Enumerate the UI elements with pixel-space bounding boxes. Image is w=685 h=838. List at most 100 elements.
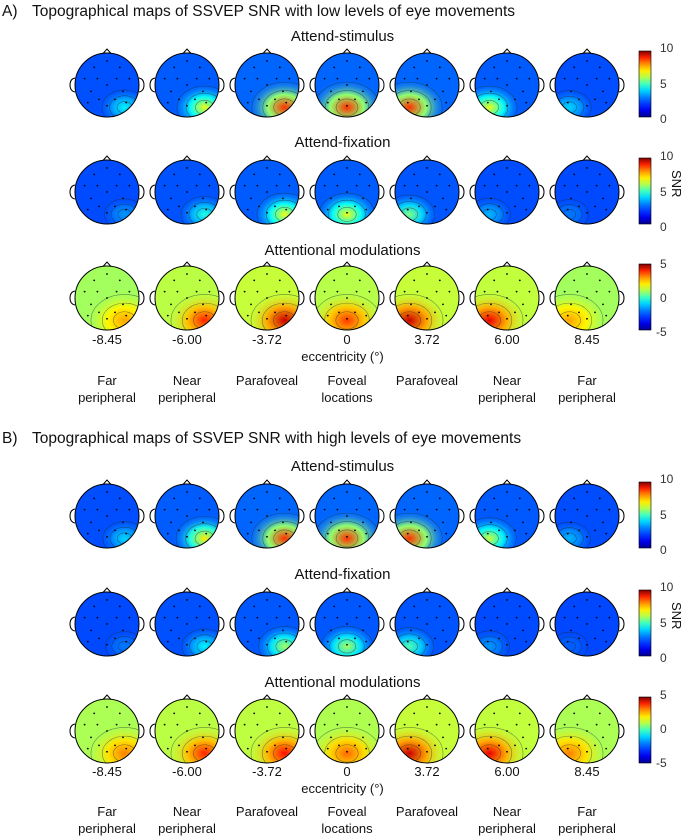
cb-a1-tick-max: 10 — [660, 41, 674, 55]
loc-b-3: Foveal locations — [321, 804, 373, 836]
topomap-p1-r1-c2 — [229, 587, 305, 657]
topomap-p1-r0-c1 — [149, 479, 225, 549]
loc-b-0: Far peripheral — [78, 804, 136, 836]
topomap-p1-r2-c2 — [229, 694, 305, 764]
cb-b3-tick-mid: 0 — [660, 722, 667, 736]
colorbar-p1-r0 — [638, 481, 652, 549]
cb-b2-tick-mid: 5 — [660, 616, 667, 630]
topomap-p0-r1-c4 — [389, 155, 465, 225]
panel-a-row1-title: Attend-stimulus — [290, 28, 395, 45]
topomap-p0-r1-c5 — [469, 155, 545, 225]
topomap-p1-r0-c6 — [549, 479, 625, 549]
topomap-p0-r2-c1 — [149, 261, 225, 331]
ecc-b-axis-label: eccentricity (°) — [301, 781, 384, 796]
loc-a-1: Near peripheral — [158, 373, 216, 405]
loc-a-0: Far peripheral — [78, 373, 136, 405]
panel-a-title: Topographical maps of SSVEP SNR with low… — [32, 3, 516, 20]
topomap-p0-r0-c6 — [549, 48, 625, 118]
loc-b-4: Parafoveal — [395, 804, 459, 819]
ecc-a-6: 8.45 — [574, 332, 600, 347]
cb-b3-tick-max: 5 — [660, 688, 667, 702]
cb-a2-tick-max: 10 — [660, 149, 674, 163]
ecc-a-0: -8.45 — [92, 332, 122, 347]
ecc-b-1: -6.00 — [172, 764, 202, 779]
topomap-p1-r2-c0 — [69, 694, 145, 764]
panel-b-row3-title: Attentional modulations — [264, 674, 421, 691]
colorbar-p1-r1 — [638, 589, 652, 657]
cb-b1-tick-min: 0 — [660, 543, 667, 557]
colorbar-p0-r0 — [638, 50, 652, 118]
topomap-p1-r2-c1 — [149, 694, 225, 764]
topomap-p0-r0-c1 — [149, 48, 225, 118]
topomap-p1-r1-c3 — [309, 587, 385, 657]
topomap-p0-r0-c5 — [469, 48, 545, 118]
loc-a-6: Far peripheral — [558, 373, 616, 405]
panel-a-label: A) — [2, 3, 18, 20]
ecc-a-axis-label: eccentricity (°) — [301, 349, 384, 364]
topomap-p1-r1-c6 — [549, 587, 625, 657]
loc-b-5: Near peripheral — [478, 804, 536, 836]
topomap-p1-r0-c0 — [69, 479, 145, 549]
topomap-p1-r0-c3 — [309, 479, 385, 549]
cb-b1-tick-max: 10 — [660, 472, 674, 486]
topomap-p1-r1-c4 — [389, 587, 465, 657]
topomap-p0-r1-c6 — [549, 155, 625, 225]
topomap-p0-r0-c0 — [69, 48, 145, 118]
topomap-p0-r0-c4 — [389, 48, 465, 118]
cb-a1-tick-mid: 5 — [660, 77, 667, 91]
topomap-p1-r2-c5 — [469, 694, 545, 764]
ecc-b-2: -3.72 — [252, 764, 282, 779]
loc-a-5: Near peripheral — [478, 373, 536, 405]
topomap-p1-r1-c0 — [69, 587, 145, 657]
topomap-p0-r1-c2 — [229, 155, 305, 225]
loc-a-4: Parafoveal — [395, 373, 459, 388]
loc-b-6: Far peripheral — [558, 804, 616, 836]
topomap-p1-r2-c4 — [389, 694, 465, 764]
topomap-p1-r2-c6 — [549, 694, 625, 764]
topomap-p1-r1-c5 — [469, 587, 545, 657]
topomap-p0-r1-c1 — [149, 155, 225, 225]
loc-a-3: Foveal locations — [321, 373, 373, 405]
cb-a2-tick-mid: 5 — [660, 185, 667, 199]
topomap-p0-r2-c4 — [389, 261, 465, 331]
ecc-a-4: 3.72 — [414, 332, 440, 347]
cb-a3-tick-min: -5 — [656, 325, 667, 339]
panel-a-row2-title: Attend-fixation — [294, 134, 391, 151]
topomap-p0-r2-c0 — [69, 261, 145, 331]
cb-a1-tick-min: 0 — [660, 112, 667, 126]
ecc-a-3: 0 — [343, 332, 351, 347]
topomap-p0-r2-c6 — [549, 261, 625, 331]
panel-b-row2-title: Attend-fixation — [294, 566, 391, 583]
topomap-p1-r2-c3 — [309, 694, 385, 764]
cb-a3-tick-mid: 0 — [660, 291, 667, 305]
topomap-p1-r0-c4 — [389, 479, 465, 549]
topomap-p1-r0-c2 — [229, 479, 305, 549]
ecc-a-2: -3.72 — [252, 332, 282, 347]
topomap-p1-r1-c1 — [149, 587, 225, 657]
topomap-p0-r1-c3 — [309, 155, 385, 225]
ecc-b-5: 6.00 — [494, 764, 520, 779]
cb-b1-tick-mid: 5 — [660, 508, 667, 522]
ecc-b-3: 0 — [343, 764, 351, 779]
ecc-a-5: 6.00 — [494, 332, 520, 347]
panel-b-title: Topographical maps of SSVEP SNR with hig… — [32, 430, 522, 447]
topomap-p0-r1-c0 — [69, 155, 145, 225]
cb-b2-tick-max: 10 — [660, 580, 674, 594]
loc-a-2: Parafoveal — [235, 373, 299, 388]
topomap-p0-r0-c3 — [309, 48, 385, 118]
topomap-p0-r2-c2 — [229, 261, 305, 331]
ecc-b-0: -8.45 — [92, 764, 122, 779]
colorbar-p1-r2 — [638, 696, 652, 764]
topomap-p0-r0-c2 — [229, 48, 305, 118]
panel-a-row3-title: Attentional modulations — [264, 242, 421, 259]
loc-b-1: Near peripheral — [158, 804, 216, 836]
ecc-b-6: 8.45 — [574, 764, 600, 779]
loc-b-2: Parafoveal — [235, 804, 299, 819]
cb-a2-tick-min: 0 — [660, 220, 667, 234]
ecc-b-4: 3.72 — [414, 764, 440, 779]
topomap-p1-r0-c5 — [469, 479, 545, 549]
cb-a3-tick-max: 5 — [660, 257, 667, 271]
ecc-a-1: -6.00 — [172, 332, 202, 347]
